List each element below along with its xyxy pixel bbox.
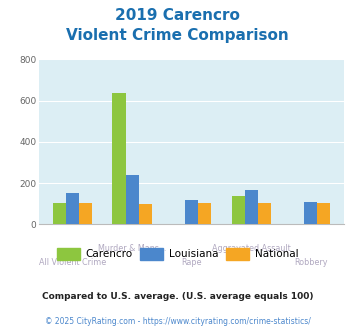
Bar bbox=[245, 190, 258, 224]
Bar bbox=[79, 203, 92, 224]
Text: Rape: Rape bbox=[181, 258, 202, 267]
Text: 2019 Carencro: 2019 Carencro bbox=[115, 8, 240, 23]
Text: Violent Crime Comparison: Violent Crime Comparison bbox=[66, 28, 289, 43]
Bar bbox=[53, 203, 66, 224]
Bar bbox=[126, 175, 139, 224]
Bar bbox=[185, 200, 198, 224]
Text: Robbery: Robbery bbox=[294, 258, 328, 267]
Bar bbox=[113, 93, 126, 224]
Legend: Carencro, Louisiana, National: Carencro, Louisiana, National bbox=[53, 244, 302, 264]
Bar bbox=[258, 203, 271, 224]
Bar bbox=[198, 203, 211, 224]
Text: All Violent Crime: All Violent Crime bbox=[39, 258, 106, 267]
Text: Aggravated Assault: Aggravated Assault bbox=[212, 244, 291, 253]
Text: Murder & Mans...: Murder & Mans... bbox=[98, 244, 166, 253]
Bar bbox=[304, 202, 317, 224]
Bar bbox=[317, 203, 331, 224]
Text: © 2025 CityRating.com - https://www.cityrating.com/crime-statistics/: © 2025 CityRating.com - https://www.city… bbox=[45, 317, 310, 326]
Bar bbox=[139, 204, 152, 224]
Text: Compared to U.S. average. (U.S. average equals 100): Compared to U.S. average. (U.S. average … bbox=[42, 292, 313, 301]
Bar bbox=[231, 196, 245, 224]
Bar bbox=[66, 193, 79, 224]
